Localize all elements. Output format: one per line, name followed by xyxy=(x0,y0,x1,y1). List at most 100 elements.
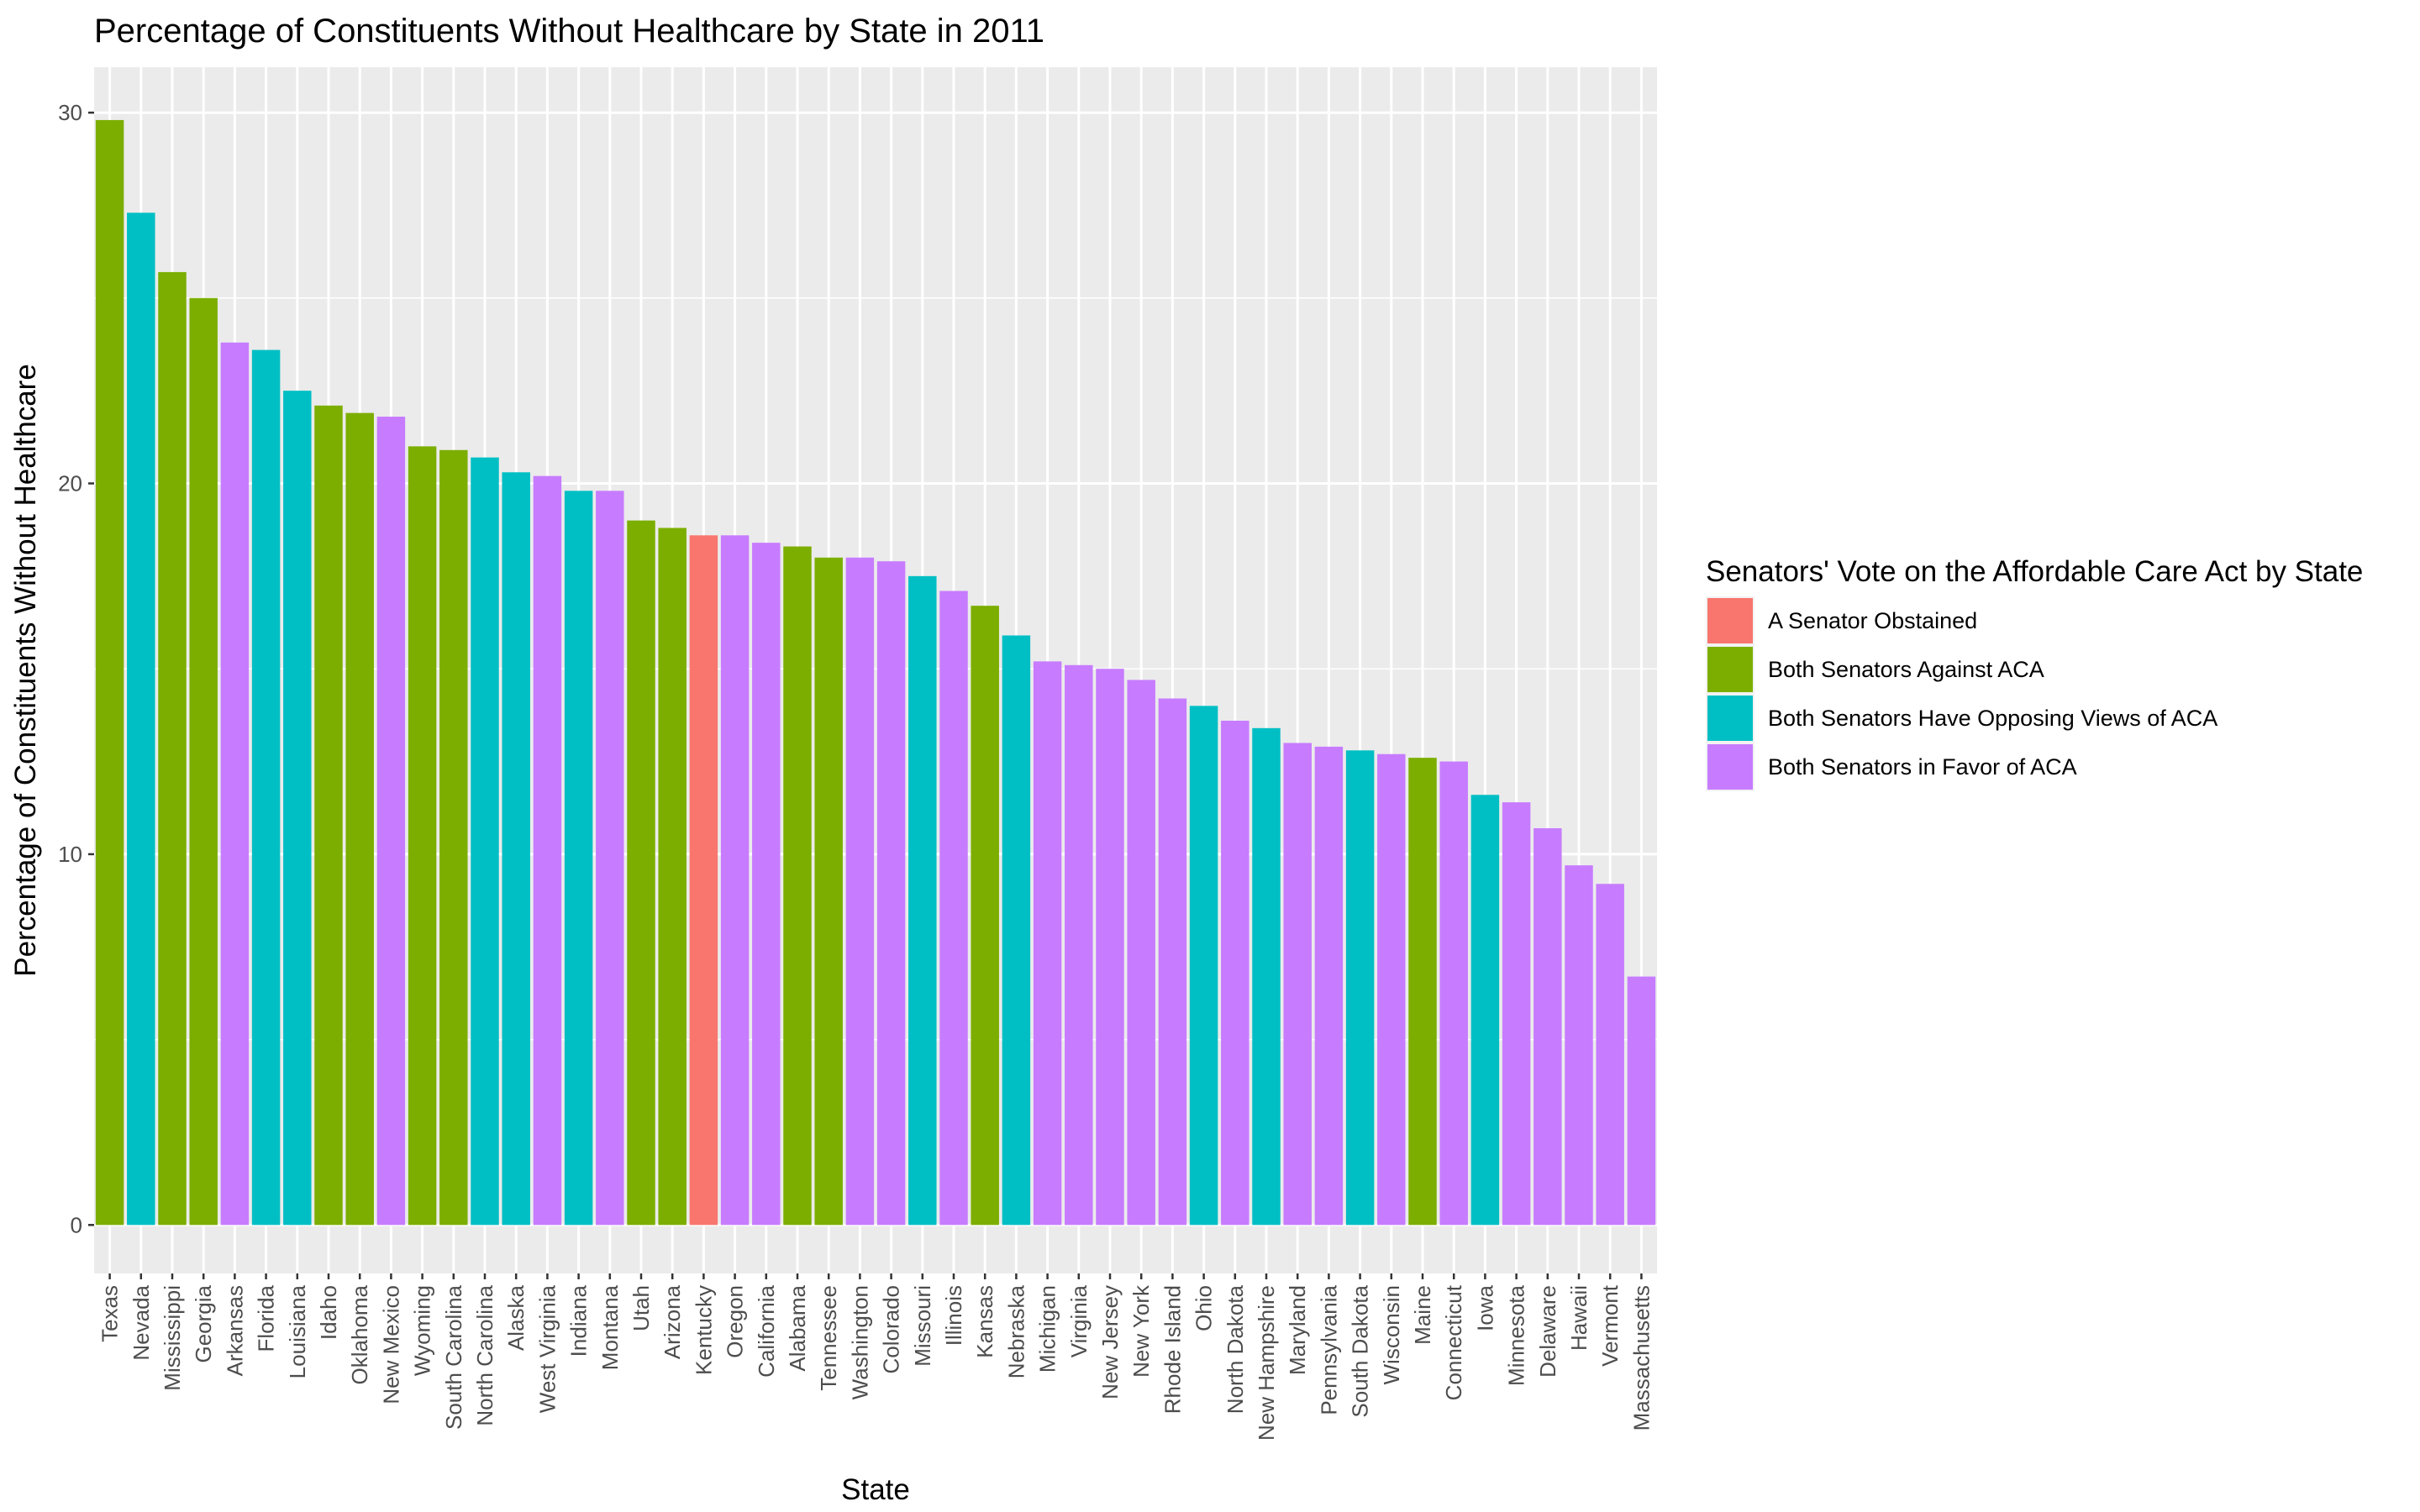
x-tick-label: Idaho xyxy=(316,1285,341,1340)
legend-label: Both Senators in Favor of ACA xyxy=(1768,754,2077,780)
bar-north-carolina xyxy=(471,457,499,1226)
x-tick-label: Hawaii xyxy=(1566,1285,1591,1351)
bar-west-virginia xyxy=(533,475,562,1226)
y-axis-title: Percentage of Constituents Without Healt… xyxy=(9,364,42,977)
x-tick-label: Nevada xyxy=(129,1284,154,1360)
bar-texas xyxy=(95,119,124,1226)
bar-new-mexico xyxy=(376,417,406,1226)
bar-michigan xyxy=(1033,661,1062,1226)
x-tick-label: Minnesota xyxy=(1504,1284,1529,1385)
legend: Senators' Vote on the Affordable Care Ac… xyxy=(1706,555,2363,791)
y-tick-label: 30 xyxy=(58,100,82,125)
bar-california xyxy=(752,543,781,1226)
bar-indiana xyxy=(564,491,593,1226)
legend-title: Senators' Vote on the Affordable Care Ac… xyxy=(1706,555,2363,588)
x-tick-label: Florida xyxy=(254,1284,279,1352)
x-tick-label: Mississippi xyxy=(160,1285,185,1391)
bar-iowa xyxy=(1470,795,1500,1226)
bar-oregon xyxy=(720,535,750,1226)
x-tick-label: South Carolina xyxy=(441,1284,466,1430)
bar-colorado xyxy=(876,561,906,1226)
x-tick-label: Maryland xyxy=(1285,1285,1310,1375)
x-tick-label: Wyoming xyxy=(410,1285,435,1376)
x-tick-label: New Mexico xyxy=(378,1285,403,1404)
bar-maryland xyxy=(1283,743,1312,1226)
x-tick-label: Delaware xyxy=(1535,1285,1560,1378)
x-tick-label: New Jersey xyxy=(1097,1285,1123,1399)
bar-virginia xyxy=(1065,664,1093,1226)
x-tick-label: Tennessee xyxy=(816,1285,841,1391)
x-tick-label: Nebraska xyxy=(1003,1284,1028,1378)
y-axis: 0 10 20 30 xyxy=(58,100,94,1237)
x-tick-label: South Dakota xyxy=(1348,1284,1373,1417)
x-tick-label: Oklahoma xyxy=(347,1284,372,1384)
bar-alabama xyxy=(783,546,812,1226)
bar-south-carolina xyxy=(439,449,468,1226)
bar-kentucky xyxy=(689,535,718,1226)
bar-ohio xyxy=(1189,706,1218,1226)
x-tick-label: Rhode Island xyxy=(1160,1285,1185,1414)
bar-hawaii xyxy=(1565,865,1593,1226)
x-tick-label: Iowa xyxy=(1472,1284,1497,1331)
y-tick-label: 10 xyxy=(58,842,82,867)
bar-new-hampshire xyxy=(1252,727,1281,1226)
x-tick-label: Montana xyxy=(597,1284,623,1370)
bar-connecticut xyxy=(1439,761,1468,1226)
x-tick-label: Alaska xyxy=(503,1284,529,1351)
x-tick-label: Alabama xyxy=(785,1284,810,1371)
bar-pennsylvania xyxy=(1314,746,1344,1226)
bar-north-dakota xyxy=(1221,720,1249,1226)
x-tick-label: Indiana xyxy=(566,1284,592,1357)
legend-swatch xyxy=(1707,647,1753,692)
bar-mississippi xyxy=(158,271,187,1226)
x-tick-label: Vermont xyxy=(1597,1284,1623,1367)
x-tick-label: Pennsylvania xyxy=(1316,1284,1341,1415)
bar-alaska xyxy=(502,472,530,1226)
bar-rhode-island xyxy=(1158,698,1187,1226)
legend-label: A Senator Obstained xyxy=(1768,608,1977,633)
bar-wyoming xyxy=(408,446,437,1226)
bar-utah xyxy=(627,520,655,1226)
x-tick-label: Maine xyxy=(1410,1285,1435,1345)
bar-florida xyxy=(251,349,281,1226)
y-tick-label: 20 xyxy=(58,471,82,496)
bar-arkansas xyxy=(220,342,250,1226)
x-tick-label: Kentucky xyxy=(691,1285,716,1375)
bar-massachusetts xyxy=(1627,976,1656,1226)
x-tick-label: North Carolina xyxy=(472,1284,497,1425)
legend-swatch xyxy=(1707,598,1753,643)
x-tick-label: Colorado xyxy=(879,1285,904,1374)
x-tick-label: Massachusetts xyxy=(1628,1285,1654,1431)
bar-vermont xyxy=(1596,884,1624,1226)
x-tick-label: Michigan xyxy=(1035,1285,1060,1373)
x-tick-label: New Hampshire xyxy=(1254,1285,1279,1441)
bar-tennessee xyxy=(814,557,843,1226)
bar-nevada xyxy=(127,213,155,1226)
x-tick-label: Virginia xyxy=(1066,1284,1092,1357)
bars xyxy=(95,119,1656,1226)
bar-oklahoma xyxy=(345,412,374,1226)
chart-title: Percentage of Constituents Without Healt… xyxy=(94,13,1044,50)
x-tick-label: Arizona xyxy=(660,1284,685,1359)
x-tick-label: Arkansas xyxy=(222,1285,247,1376)
bar-louisiana xyxy=(283,391,312,1226)
bar-kansas xyxy=(971,606,999,1226)
x-tick-label: Kansas xyxy=(972,1285,997,1358)
bar-idaho xyxy=(314,405,343,1226)
legend-label: Both Senators Have Opposing Views of ACA xyxy=(1768,706,2217,731)
x-tick-label: New York xyxy=(1128,1284,1154,1378)
x-tick-label: Texas xyxy=(97,1285,123,1342)
x-tick-label: Connecticut xyxy=(1441,1284,1466,1400)
bar-washington xyxy=(845,557,875,1226)
x-tick-label: Wisconsin xyxy=(1379,1285,1404,1384)
x-tick-label: Illinois xyxy=(941,1285,966,1346)
x-tick-label: Louisiana xyxy=(285,1284,310,1378)
bar-delaware xyxy=(1534,828,1562,1226)
legend-label: Both Senators Against ACA xyxy=(1768,657,2044,682)
bar-wisconsin xyxy=(1377,753,1406,1226)
bar-illinois xyxy=(939,591,968,1226)
x-tick-label: Utah xyxy=(629,1285,654,1331)
x-tick-label: Oregon xyxy=(723,1285,748,1358)
bar-minnesota xyxy=(1502,802,1531,1226)
